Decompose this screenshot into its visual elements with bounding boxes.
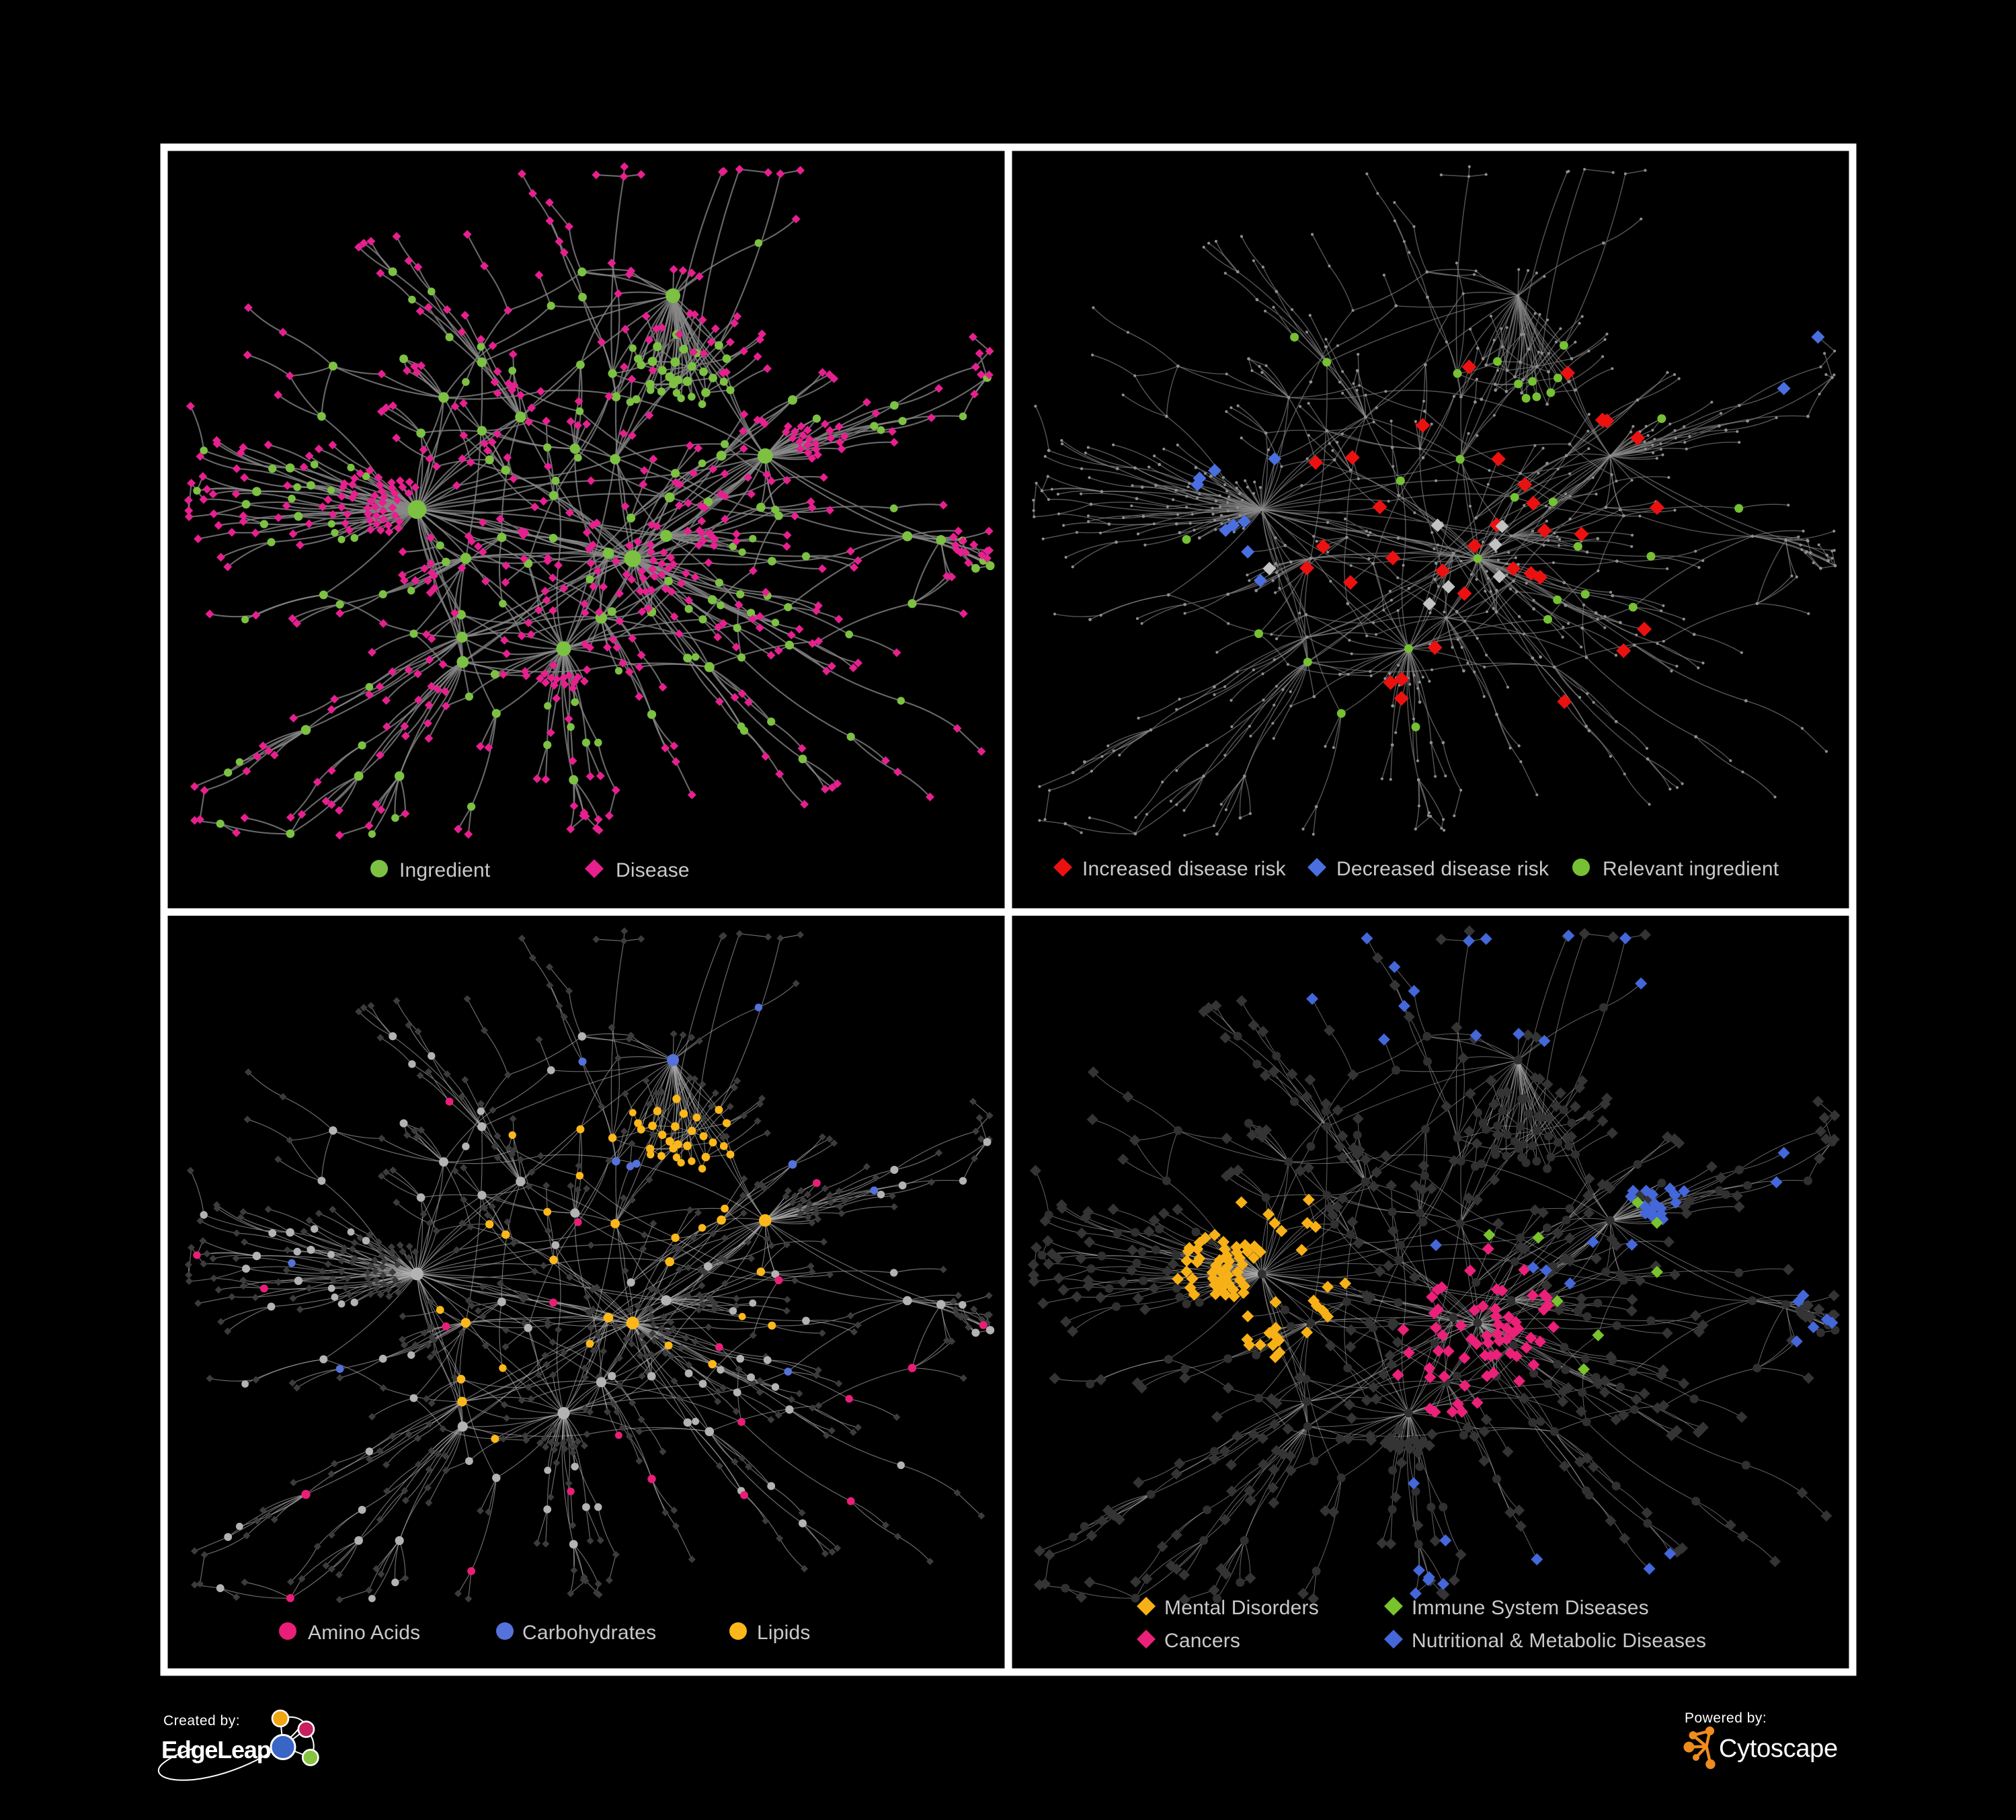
svg-text:Immune System Diseases: Immune System Diseases: [1412, 1597, 1649, 1619]
svg-text:Nutritional & Metabolic Diseas: Nutritional & Metabolic Diseases: [1412, 1630, 1706, 1652]
svg-text:Increased disease risk: Increased disease risk: [1082, 858, 1287, 880]
svg-text:Amino Acids: Amino Acids: [308, 1622, 420, 1644]
svg-text:Powered by:: Powered by:: [1685, 1710, 1767, 1726]
svg-text:Ingredient: Ingredient: [399, 859, 491, 881]
svg-text:Decreased disease risk: Decreased disease risk: [1336, 858, 1549, 880]
svg-text:EdgeLeap: EdgeLeap: [161, 1736, 271, 1764]
svg-text:Mental Disorders: Mental Disorders: [1164, 1597, 1319, 1619]
svg-text:Cancers: Cancers: [1164, 1630, 1240, 1652]
svg-text:Relevant ingredient: Relevant ingredient: [1603, 858, 1779, 880]
svg-text:Disease: Disease: [616, 859, 690, 881]
svg-text:Created by:: Created by:: [163, 1713, 240, 1729]
svg-text:Carbohydrates: Carbohydrates: [522, 1622, 656, 1644]
svg-text:Lipids: Lipids: [757, 1622, 811, 1644]
svg-text:Cytoscape: Cytoscape: [1719, 1735, 1838, 1763]
